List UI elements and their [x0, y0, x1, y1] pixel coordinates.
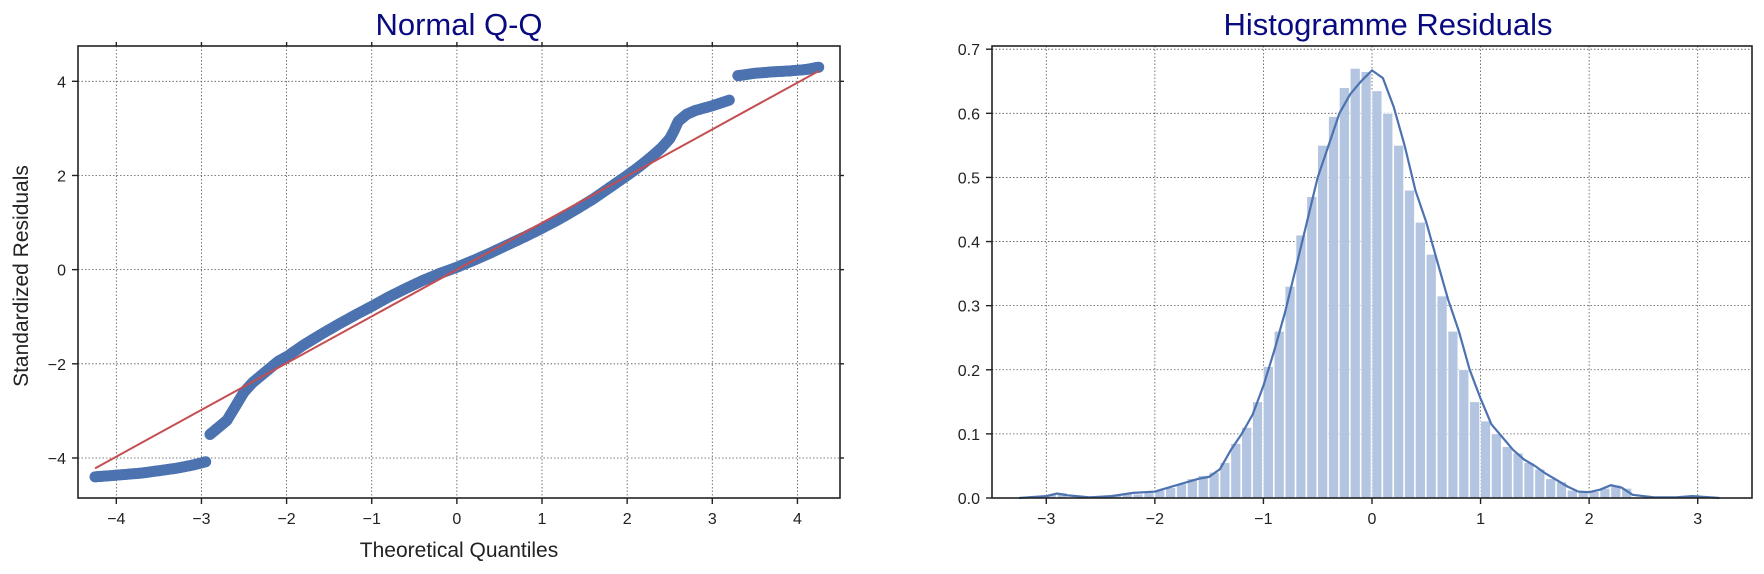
hist-bar: [1382, 113, 1394, 499]
qq-plot: Normal Q-Q Theoretical Quantiles Standar…: [10, 7, 844, 562]
hist-bar: [1295, 234, 1307, 499]
hist-ytick-label: 0.4: [958, 235, 980, 252]
qq-xtick-label: 2: [623, 511, 632, 528]
hist-bar: [1165, 487, 1176, 499]
hist-bar: [1339, 87, 1350, 499]
qq-xtick-label: 4: [793, 511, 802, 528]
qq-xtick-label: 0: [452, 511, 461, 528]
hist-bar: [1273, 331, 1285, 499]
hist-xtick-label: 1: [1476, 511, 1485, 528]
hist-bar: [1415, 222, 1426, 499]
qq-xtick-label: 1: [538, 511, 547, 528]
hist-bar: [1393, 145, 1404, 499]
qq-xtick-label: −3: [192, 511, 210, 528]
hist-bar: [1263, 366, 1274, 499]
qq-ytick-label: 0: [57, 263, 66, 280]
hist-bar: [1317, 145, 1328, 499]
qq-point: [813, 61, 825, 73]
qq-title: Normal Q-Q: [375, 7, 542, 42]
hist-bar: [1491, 433, 1502, 499]
hist-ytick-label: 0.2: [958, 363, 980, 380]
hist-bar: [1349, 68, 1361, 499]
hist-xtick-label: 3: [1693, 511, 1702, 528]
hist-xtick-label: −3: [1037, 511, 1055, 528]
hist-ytick-label: 0.0: [958, 491, 980, 508]
hist-bar: [1284, 286, 1296, 499]
hist-bar: [1371, 90, 1383, 499]
hist-axes-frame: [991, 45, 1753, 499]
qq-ytick-label: −2: [48, 357, 66, 374]
hist-ticks: −3 −2 −1 0 1 2 3 0.0 0.1 0.2 0.3 0.4 0.5 0.6 0.7: [958, 42, 1703, 528]
hist-bar: [1436, 295, 1448, 499]
hist-bar: [1176, 483, 1187, 499]
hist-bar: [1404, 189, 1415, 499]
hist-kde-curve: [1019, 68, 1720, 500]
qq-xtick-label: −1: [363, 511, 381, 528]
qq-xtick-label: −4: [107, 511, 125, 528]
qq-point: [200, 456, 212, 468]
qq-axes-frame: [77, 45, 841, 499]
hist-ytick-label: 0.5: [958, 170, 980, 187]
hist-xtick-label: 0: [1368, 511, 1377, 528]
hist-title: Histogramme Residuals: [1223, 7, 1552, 42]
hist-bar: [1425, 254, 1437, 499]
hist-ytick-label: 0.3: [958, 299, 980, 316]
hist-bar: [1447, 331, 1459, 499]
hist-bars: [1045, 68, 1698, 499]
qq-ytick-label: 2: [57, 168, 66, 185]
hist-ytick-label: 0.6: [958, 106, 980, 123]
qq-point: [723, 94, 735, 106]
hist-ytick-label: 0.1: [958, 427, 980, 444]
qq-ytick-label: −4: [48, 451, 66, 468]
hist-xtick-label: −2: [1146, 511, 1164, 528]
hist-bar: [1252, 401, 1263, 499]
hist-bar: [1501, 446, 1513, 499]
hist-bar: [1545, 478, 1556, 499]
hist-bar: [1241, 427, 1252, 499]
qq-reference-line: [94, 70, 820, 470]
qq-xtick-label: 3: [708, 511, 717, 528]
hist-bar: [1480, 420, 1491, 499]
hist-bar: [1512, 452, 1524, 499]
hist-ytick-label: 0.7: [958, 42, 980, 59]
hist-bar: [1230, 443, 1242, 499]
qq-ytick-label: 4: [57, 74, 66, 91]
hist-bar: [1306, 196, 1318, 499]
qq-xlabel: Theoretical Quantiles: [360, 539, 558, 562]
hist-xtick-label: −1: [1254, 511, 1272, 528]
hist-bar: [1360, 71, 1372, 499]
qq-points: [89, 61, 825, 483]
qq-xtick-label: −2: [277, 511, 295, 528]
hist-bar: [1458, 369, 1470, 499]
hist-bar: [1469, 401, 1480, 499]
hist-bar: [1328, 116, 1339, 499]
qq-ylabel: Standardized Residuals: [10, 165, 33, 387]
qq-ticks: −4 −3 −2 −1 0 1 2 3 4 −4 −2 0 2 4: [48, 42, 844, 528]
histogram-plot: Histogramme Residuals −3 −2 −1 0 1 2 3 0.0 0.1 0.…: [958, 7, 1753, 528]
hist-xtick-label: 2: [1585, 511, 1594, 528]
hist-bar: [1523, 462, 1535, 499]
hist-bar: [1534, 468, 1546, 499]
